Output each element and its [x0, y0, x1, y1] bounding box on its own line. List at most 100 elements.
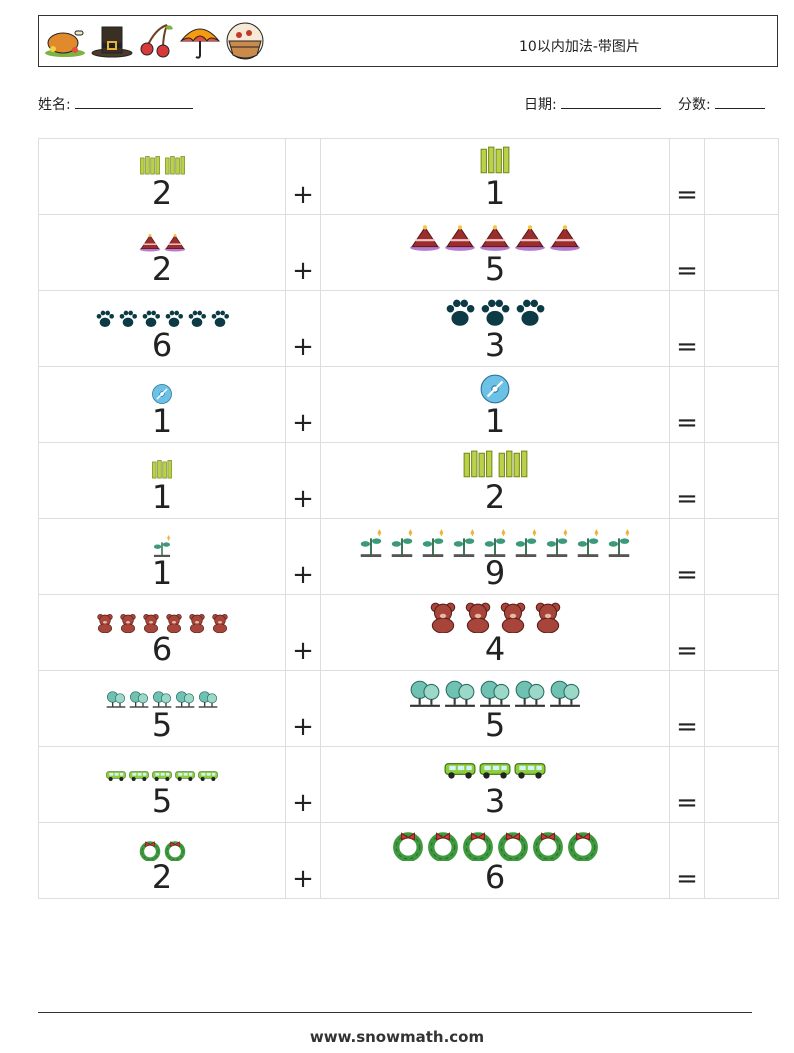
limousine-icon [479, 763, 511, 779]
problem-table: 2 +1 = 2 +5 = 6 +3 = 1 +1 = 1 +2 = 1 +9 = 6 +4 = 5 +5 = 5 +3 = 2 +6 = [38, 138, 779, 899]
addend-b-cell: 6 [320, 822, 670, 899]
limousine-icon [514, 763, 546, 779]
addend-a-cell: 6 [38, 594, 286, 671]
addend-a-icons [39, 603, 285, 633]
answer-cell[interactable] [704, 518, 779, 595]
plus-sign: + [292, 788, 314, 818]
addend-b: 1 [484, 402, 506, 440]
equals-sign: = [676, 788, 698, 818]
plus-cell: + [285, 670, 321, 747]
wreath-icon [164, 841, 185, 861]
plus-sign: + [292, 408, 314, 438]
addend-b-icons [321, 755, 669, 785]
equals-cell: = [669, 442, 705, 519]
score-field: 分数: [678, 94, 765, 114]
teddy-bear-icon [535, 602, 560, 633]
date-blank[interactable] [560, 94, 661, 109]
plant-sprout-icon [422, 529, 444, 557]
trees-icon [152, 691, 172, 708]
answer-cell[interactable] [704, 442, 779, 519]
wreath-icon [462, 832, 493, 861]
addend-a-icons [39, 451, 285, 481]
paw-print-icon [446, 299, 475, 326]
addend-b-icons [321, 299, 669, 329]
plus-cell: + [285, 290, 321, 367]
plus-sign: + [292, 712, 314, 742]
plus-sign: + [292, 636, 314, 666]
cake-icon [445, 225, 475, 251]
trees-icon [129, 691, 149, 708]
addend-a-icons [39, 147, 285, 177]
equals-cell: = [669, 138, 705, 215]
addend-b-icons [321, 679, 669, 709]
trees-icon [106, 691, 126, 708]
pilgrim-hat-icon [91, 26, 133, 58]
name-label: 姓名: [38, 97, 71, 113]
trees-icon [445, 680, 475, 707]
teddy-bear-icon [142, 614, 159, 633]
date-label: 日期: [524, 97, 557, 113]
answer-cell[interactable] [704, 822, 779, 899]
addend-b-icons [321, 450, 669, 481]
cake-icon [550, 225, 580, 251]
addend-b-cell: 1 [320, 138, 670, 215]
footer-divider [38, 1012, 752, 1013]
equals-cell: = [669, 518, 705, 595]
addend-a-cell: 6 [38, 290, 286, 367]
plant-sprout-icon [577, 529, 599, 557]
score-blank[interactable] [714, 94, 765, 109]
addend-a-icons [39, 299, 285, 329]
plant-sprout-icon [608, 529, 630, 557]
limousine-icon [129, 771, 149, 781]
limousine-icon [198, 771, 218, 781]
problem-row: 2 +1 = [38, 138, 779, 215]
limousine-icon [444, 763, 476, 779]
problem-row: 5 +3 = [38, 746, 779, 823]
addend-a-cell: 5 [38, 746, 286, 823]
cake-icon [164, 233, 185, 252]
header-icon-strip [43, 21, 265, 61]
addend-a: 1 [151, 478, 173, 516]
trees-icon [480, 680, 510, 707]
paw-print-icon [516, 299, 545, 326]
answer-cell[interactable] [704, 594, 779, 671]
answer-cell[interactable] [704, 746, 779, 823]
addend-b-cell: 9 [320, 518, 670, 595]
problem-row: 1 +1 = [38, 366, 779, 443]
plus-cell: + [285, 746, 321, 823]
plant-sprout-icon [546, 529, 568, 557]
equals-sign: = [676, 256, 698, 286]
bamboo-fence-icon [164, 156, 185, 175]
plant-sprout-icon [515, 529, 537, 557]
cake-icon [410, 225, 440, 251]
cake-icon [139, 233, 160, 252]
answer-cell[interactable] [704, 366, 779, 443]
addend-b-cell: 3 [320, 290, 670, 367]
limousine-icon [106, 771, 126, 781]
limousine-icon [152, 771, 172, 781]
worksheet-title: 10以内加法-带图片 [519, 39, 640, 55]
equals-sign: = [676, 332, 698, 362]
addend-b-icons [321, 146, 669, 177]
plus-sign: + [292, 256, 314, 286]
umbrella-icon [179, 28, 221, 59]
limousine-icon [175, 771, 195, 781]
addend-a-cell: 5 [38, 670, 286, 747]
answer-cell[interactable] [704, 214, 779, 291]
addend-a: 1 [151, 554, 173, 592]
plus-sign: + [292, 560, 314, 590]
addend-b: 5 [484, 706, 506, 744]
problem-row: 6 +4 = [38, 594, 779, 671]
answer-cell[interactable] [704, 290, 779, 367]
answer-cell[interactable] [704, 670, 779, 747]
addend-b-icons [321, 223, 669, 253]
name-blank[interactable] [74, 94, 193, 109]
wreath-icon [392, 832, 423, 861]
addend-b-cell: 3 [320, 746, 670, 823]
addend-b-icons [321, 374, 669, 405]
answer-cell[interactable] [704, 138, 779, 215]
addend-a-icons [39, 223, 285, 253]
bamboo-fence-icon [498, 450, 527, 478]
problem-row: 1 +9 = [38, 518, 779, 595]
equals-sign: = [676, 408, 698, 438]
